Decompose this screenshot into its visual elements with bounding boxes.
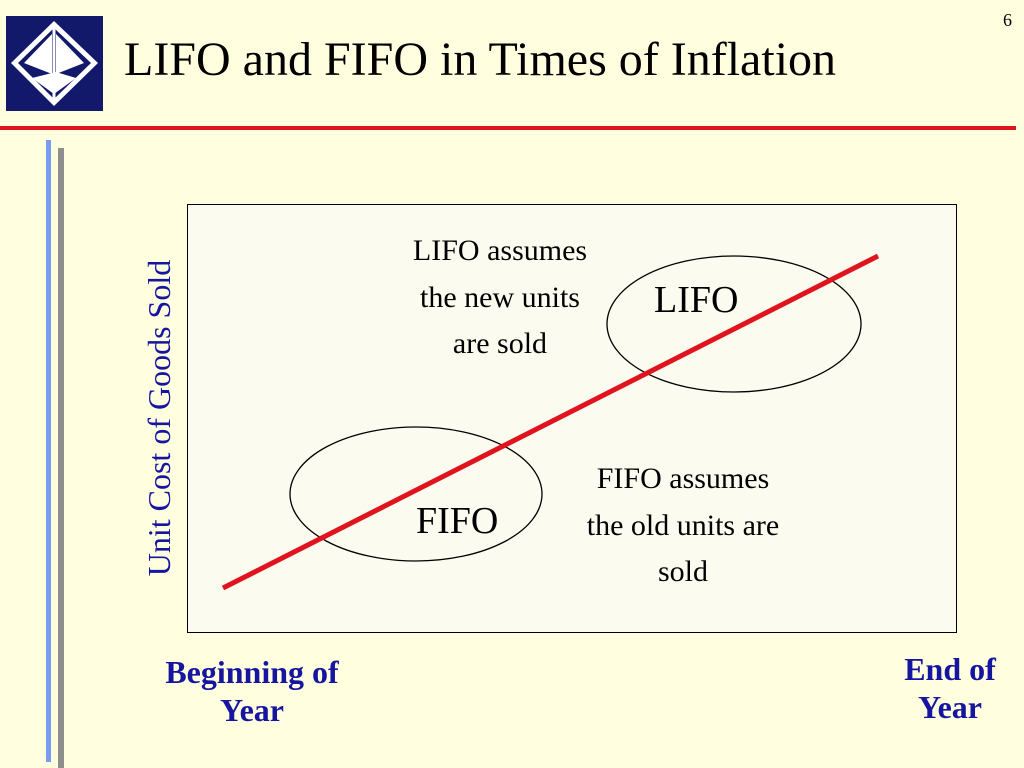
slide-title: LIFO and FIFO in Times of Inflation	[124, 33, 837, 86]
x-start-line-2: Year	[220, 692, 284, 729]
fifo-label: FIFO	[416, 500, 499, 542]
x-axis-start-label: Beginning of Year	[140, 653, 364, 730]
lifo-note-line-1: LIFO assumes	[412, 234, 588, 267]
fifo-note: FIFO assumes the old units are sold	[548, 456, 818, 596]
lifo-ellipse	[606, 255, 862, 393]
title-rule	[0, 126, 1016, 130]
lifo-note-line-2: the new units	[420, 280, 580, 314]
fifo-note-line-2: the old units are	[586, 508, 780, 542]
y-axis-label: Unit Cost of Goods Sold	[141, 259, 177, 577]
cost-trend-line	[221, 253, 880, 591]
plot-area	[187, 204, 957, 633]
fifo-note-line-3: sold	[657, 555, 708, 588]
lifo-note-line-3: are sold	[452, 327, 548, 360]
x-end-line-1: End of	[904, 651, 996, 687]
x-axis-end-label: End of Year	[880, 650, 1020, 727]
logo	[6, 16, 103, 111]
fifo-note-line-1: FIFO assumes	[596, 462, 770, 495]
lifo-label: LIFO	[654, 279, 739, 321]
slide-number: 6	[1003, 10, 1012, 30]
left-accent-bar-blue	[46, 140, 51, 762]
lifo-note: LIFO assumes the new units are sold	[370, 228, 630, 368]
logo-mark-icon	[11, 21, 98, 106]
left-accent-bar-gray	[58, 148, 64, 768]
fifo-ellipse	[289, 426, 543, 562]
x-start-line-1: Beginning of	[165, 654, 339, 690]
x-end-line-2: Year	[918, 689, 982, 726]
